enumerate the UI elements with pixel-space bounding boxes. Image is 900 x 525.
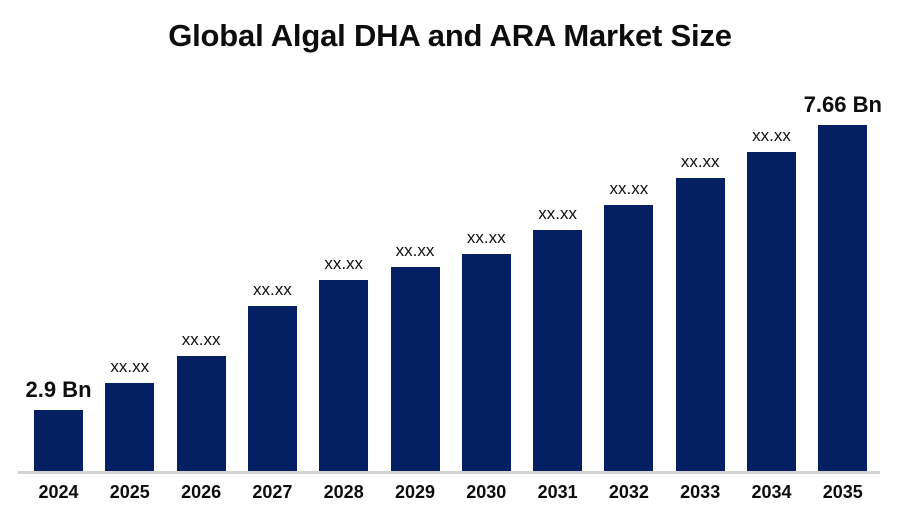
x-axis-line — [18, 471, 880, 474]
x-axis-label-2033: 2033 — [680, 482, 721, 502]
x-axis-label-2035: 2035 — [822, 482, 863, 502]
bar-2027[interactable] — [247, 306, 297, 472]
bar-2024[interactable] — [34, 410, 83, 472]
x-axis-label-2034: 2034 — [751, 482, 792, 502]
bar-value-label-2029: xx.xx — [395, 241, 435, 260]
x-axis-label-2028: 2028 — [323, 482, 364, 502]
bar-value-label-2025: xx.xx — [110, 357, 150, 376]
bar-value-label-2030: xx.xx — [466, 228, 506, 247]
bar-value-label-2035: 7.66 Bn — [803, 92, 882, 117]
bar-value-label-2027: xx.xx — [253, 280, 292, 299]
x-axis-label-2025: 2025 — [109, 482, 150, 502]
bar-value-label-2031: xx.xx — [538, 204, 577, 223]
bar-2025[interactable] — [105, 383, 155, 472]
x-axis-label-2027: 2027 — [252, 482, 293, 502]
bar-2031[interactable] — [533, 230, 583, 472]
chart-title: Global Algal DHA and ARA Market Size — [168, 18, 732, 53]
bar-2026[interactable] — [176, 356, 226, 472]
bar-2032[interactable] — [604, 205, 654, 472]
bar-2034[interactable] — [747, 152, 796, 472]
bar-2029[interactable] — [390, 267, 440, 472]
bar-value-label-2034: xx.xx — [752, 126, 791, 145]
x-axis-label-2030: 2030 — [466, 482, 507, 502]
bar-2033[interactable] — [675, 178, 725, 472]
x-axis-label-2029: 2029 — [394, 482, 436, 502]
bar-value-label-2032: xx.xx — [609, 179, 649, 198]
x-axis-label-2024: 2024 — [38, 482, 79, 502]
bar-value-label-2028: xx.xx — [324, 254, 364, 273]
bar-2028[interactable] — [319, 280, 369, 472]
bar-value-label-2024: 2.9 Bn — [25, 377, 92, 402]
x-axis-label-2032: 2032 — [608, 482, 649, 502]
bar-2035[interactable] — [818, 125, 868, 472]
x-axis-label-2026: 2026 — [181, 482, 222, 502]
x-axis-label-2031: 2031 — [537, 482, 578, 502]
bar-2030[interactable] — [461, 254, 511, 472]
bar-value-label-2033: xx.xx — [680, 152, 720, 171]
bar-value-label-2026: xx.xx — [181, 330, 221, 349]
